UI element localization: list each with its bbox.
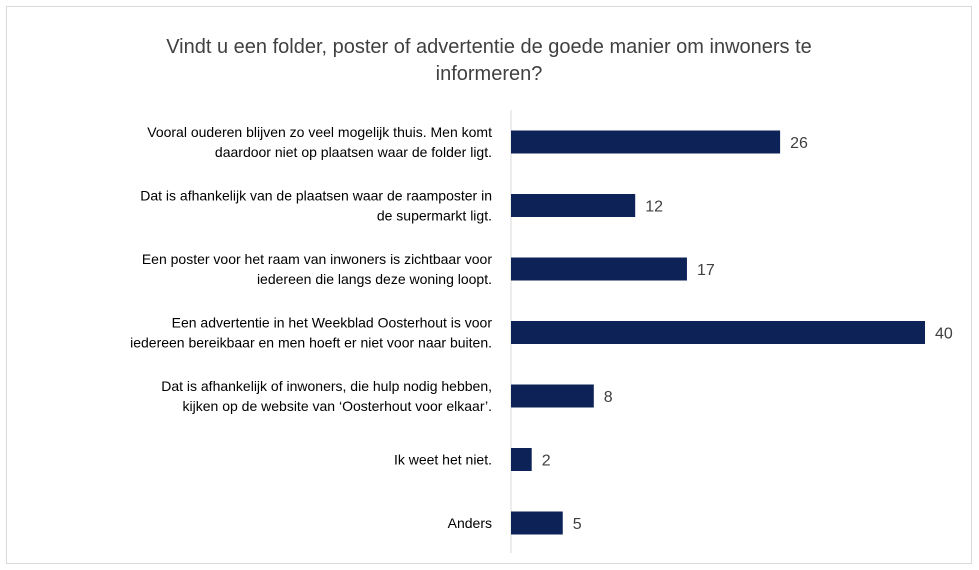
category-label: Vooral ouderen blijven zo veel mogelijk … xyxy=(147,124,492,140)
bar xyxy=(511,321,925,344)
chart-title: Vindt u een folder, poster of advertenti… xyxy=(166,36,812,85)
bars xyxy=(511,130,925,535)
category-label: de supermarkt ligt. xyxy=(377,208,492,224)
category-label: Ik weet het niet. xyxy=(394,452,492,468)
bar xyxy=(511,384,594,408)
data-label: 5 xyxy=(573,516,582,533)
category-label: Een poster voor het raam van inwoners is… xyxy=(142,251,493,267)
data-label: 17 xyxy=(697,262,715,279)
category-label: Dat is afhankelijk van de plaatsen waar … xyxy=(140,188,492,204)
category-label: kijken op de website van ‘Oosterhout voo… xyxy=(183,398,492,414)
bar xyxy=(511,257,687,281)
category-label: Anders xyxy=(448,515,492,531)
category-label: Dat is afhankelijk of inwoners, die hulp… xyxy=(161,378,492,394)
bar xyxy=(511,511,563,535)
bar xyxy=(511,448,532,471)
data-label: 2 xyxy=(542,453,551,470)
chart-frame xyxy=(6,6,972,564)
bar xyxy=(511,130,781,154)
category-labels: Vooral ouderen blijven zo veel mogelijk … xyxy=(130,124,492,531)
chart-title-line: Vindt u een folder, poster of advertenti… xyxy=(166,36,812,58)
bar xyxy=(511,194,636,217)
data-label: 40 xyxy=(935,326,953,343)
category-label: iedereen die langs deze woning loopt. xyxy=(257,271,492,287)
data-label: 8 xyxy=(604,389,613,406)
data-label: 12 xyxy=(645,199,663,216)
value-labels: 26 12 17 40 8 2 5 xyxy=(542,135,953,533)
data-label: 26 xyxy=(790,135,808,152)
category-label: iedereen bereikbaar en men hoeft er niet… xyxy=(130,335,492,351)
chart-title-line: informeren? xyxy=(436,63,543,85)
category-label: daardoor niet op plaatsen waar de folder… xyxy=(215,144,492,160)
category-label: Een advertentie in het Weekblad Oosterho… xyxy=(172,315,493,331)
